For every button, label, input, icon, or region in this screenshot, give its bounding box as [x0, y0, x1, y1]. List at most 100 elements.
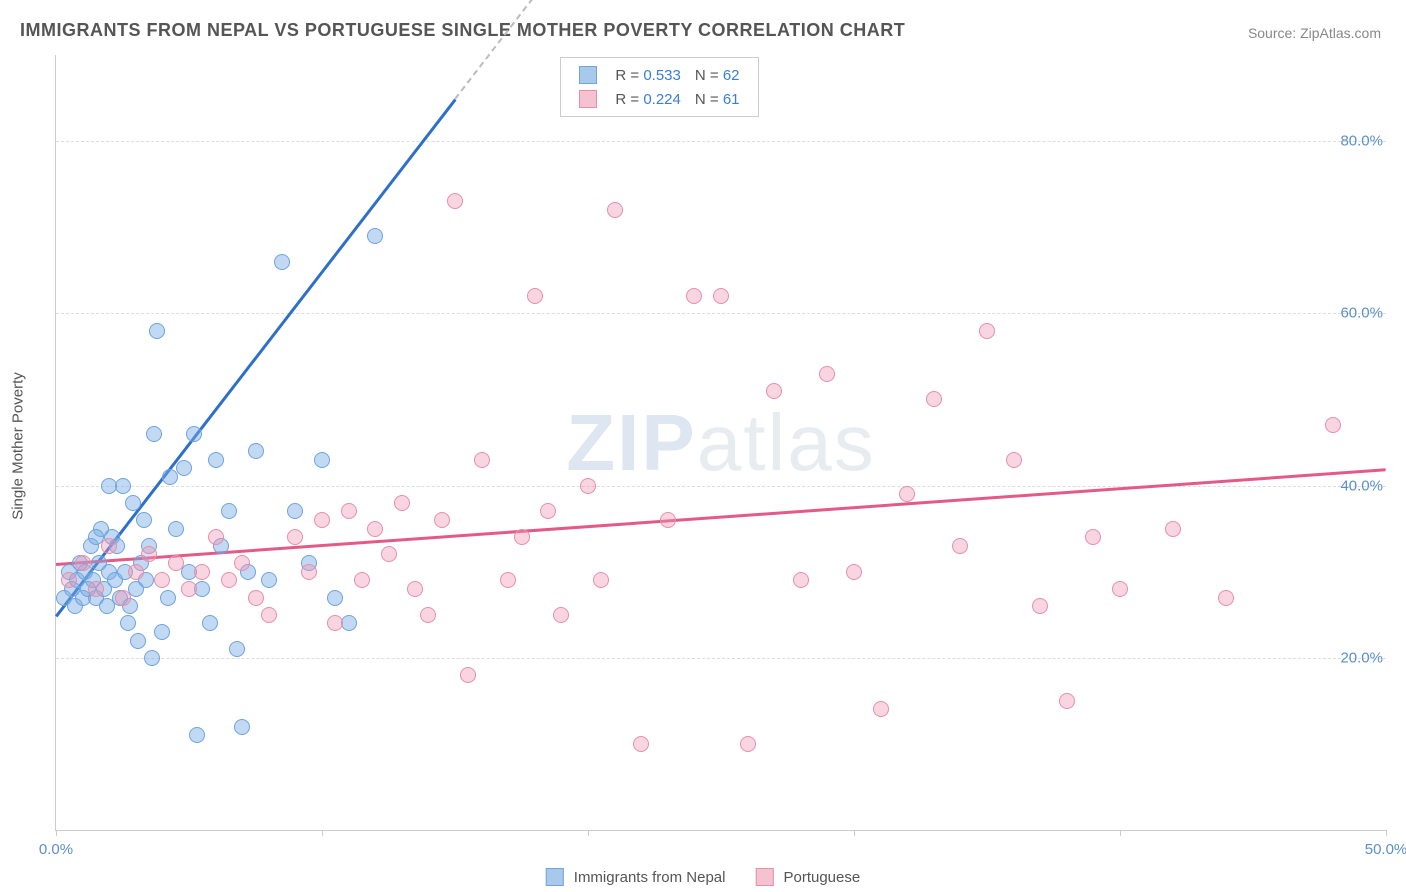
- data-point: [447, 193, 463, 209]
- data-point: [686, 288, 702, 304]
- data-point: [162, 469, 178, 485]
- x-tick-label: 0.0%: [39, 841, 73, 858]
- data-point: [1165, 521, 1181, 537]
- data-point: [314, 452, 330, 468]
- data-point: [460, 667, 476, 683]
- data-point: [261, 607, 277, 623]
- data-point: [160, 590, 176, 606]
- data-point: [1112, 581, 1128, 597]
- data-point: [229, 641, 245, 657]
- x-tick-mark: [322, 830, 323, 836]
- data-point: [1085, 529, 1101, 545]
- watermark-zip: ZIP: [566, 398, 696, 487]
- data-point: [846, 564, 862, 580]
- data-point: [341, 503, 357, 519]
- x-tick-mark: [56, 830, 57, 836]
- data-point: [713, 288, 729, 304]
- data-point: [101, 478, 117, 494]
- data-point: [168, 555, 184, 571]
- data-point: [420, 607, 436, 623]
- data-point: [287, 503, 303, 519]
- trend-line: [56, 468, 1386, 565]
- plot-area: ZIPatlas 20.0%40.0%60.0%80.0%0.0%50.0%: [55, 55, 1386, 831]
- watermark-atlas: atlas: [697, 398, 876, 487]
- data-point: [274, 254, 290, 270]
- data-point: [500, 572, 516, 588]
- gridline-h: [56, 141, 1386, 142]
- y-tick-label: 60.0%: [1340, 305, 1391, 322]
- x-tick-label: 50.0%: [1365, 841, 1406, 858]
- data-point: [580, 478, 596, 494]
- data-point: [1325, 417, 1341, 433]
- data-point: [367, 228, 383, 244]
- data-point: [740, 736, 756, 752]
- data-point: [115, 590, 131, 606]
- data-point: [248, 590, 264, 606]
- data-point: [186, 426, 202, 442]
- data-point: [120, 615, 136, 631]
- data-point: [899, 486, 915, 502]
- legend-swatch-series1: [546, 868, 564, 886]
- source-attribution: Source: ZipAtlas.com: [1248, 25, 1381, 41]
- legend-item-series2: Portuguese: [755, 868, 860, 886]
- data-point: [154, 624, 170, 640]
- data-point: [434, 512, 450, 528]
- data-point: [221, 572, 237, 588]
- data-point: [101, 538, 117, 554]
- x-tick-mark: [1386, 830, 1387, 836]
- legend-item-series1: Immigrants from Nepal: [546, 868, 726, 886]
- data-point: [61, 572, 77, 588]
- data-point: [633, 736, 649, 752]
- data-point: [301, 564, 317, 580]
- x-tick-mark: [1120, 830, 1121, 836]
- data-point: [527, 288, 543, 304]
- bottom-legend: Immigrants from Nepal Portuguese: [546, 868, 860, 886]
- data-point: [287, 529, 303, 545]
- data-point: [314, 512, 330, 528]
- data-point: [607, 202, 623, 218]
- gridline-h: [56, 486, 1386, 487]
- data-point: [88, 581, 104, 597]
- data-point: [168, 521, 184, 537]
- data-point: [141, 546, 157, 562]
- data-point: [327, 590, 343, 606]
- data-point: [202, 615, 218, 631]
- data-point: [660, 512, 676, 528]
- data-point: [221, 503, 237, 519]
- data-point: [593, 572, 609, 588]
- data-point: [149, 323, 165, 339]
- data-point: [474, 452, 490, 468]
- data-point: [1218, 590, 1234, 606]
- data-point: [766, 383, 782, 399]
- x-tick-mark: [854, 830, 855, 836]
- data-point: [553, 607, 569, 623]
- y-axis-label: Single Mother Poverty: [10, 372, 27, 520]
- data-point: [208, 529, 224, 545]
- source-label: Source:: [1248, 25, 1300, 41]
- data-point: [1032, 598, 1048, 614]
- data-point: [926, 391, 942, 407]
- gridline-h: [56, 658, 1386, 659]
- x-tick-mark: [588, 830, 589, 836]
- y-tick-label: 40.0%: [1340, 477, 1391, 494]
- data-point: [261, 572, 277, 588]
- y-tick-label: 80.0%: [1340, 133, 1391, 150]
- legend-label-series2: Portuguese: [783, 869, 860, 886]
- data-point: [234, 719, 250, 735]
- data-point: [819, 366, 835, 382]
- legend-label-series1: Immigrants from Nepal: [574, 869, 726, 886]
- data-point: [793, 572, 809, 588]
- data-point: [979, 323, 995, 339]
- source-name: ZipAtlas.com: [1300, 25, 1381, 41]
- data-point: [136, 512, 152, 528]
- data-point: [327, 615, 343, 631]
- data-point: [128, 564, 144, 580]
- data-point: [154, 572, 170, 588]
- legend-swatch-series2: [755, 868, 773, 886]
- data-point: [146, 426, 162, 442]
- data-point: [75, 555, 91, 571]
- data-point: [125, 495, 141, 511]
- data-point: [208, 452, 224, 468]
- watermark: ZIPatlas: [566, 397, 875, 489]
- data-point: [189, 727, 205, 743]
